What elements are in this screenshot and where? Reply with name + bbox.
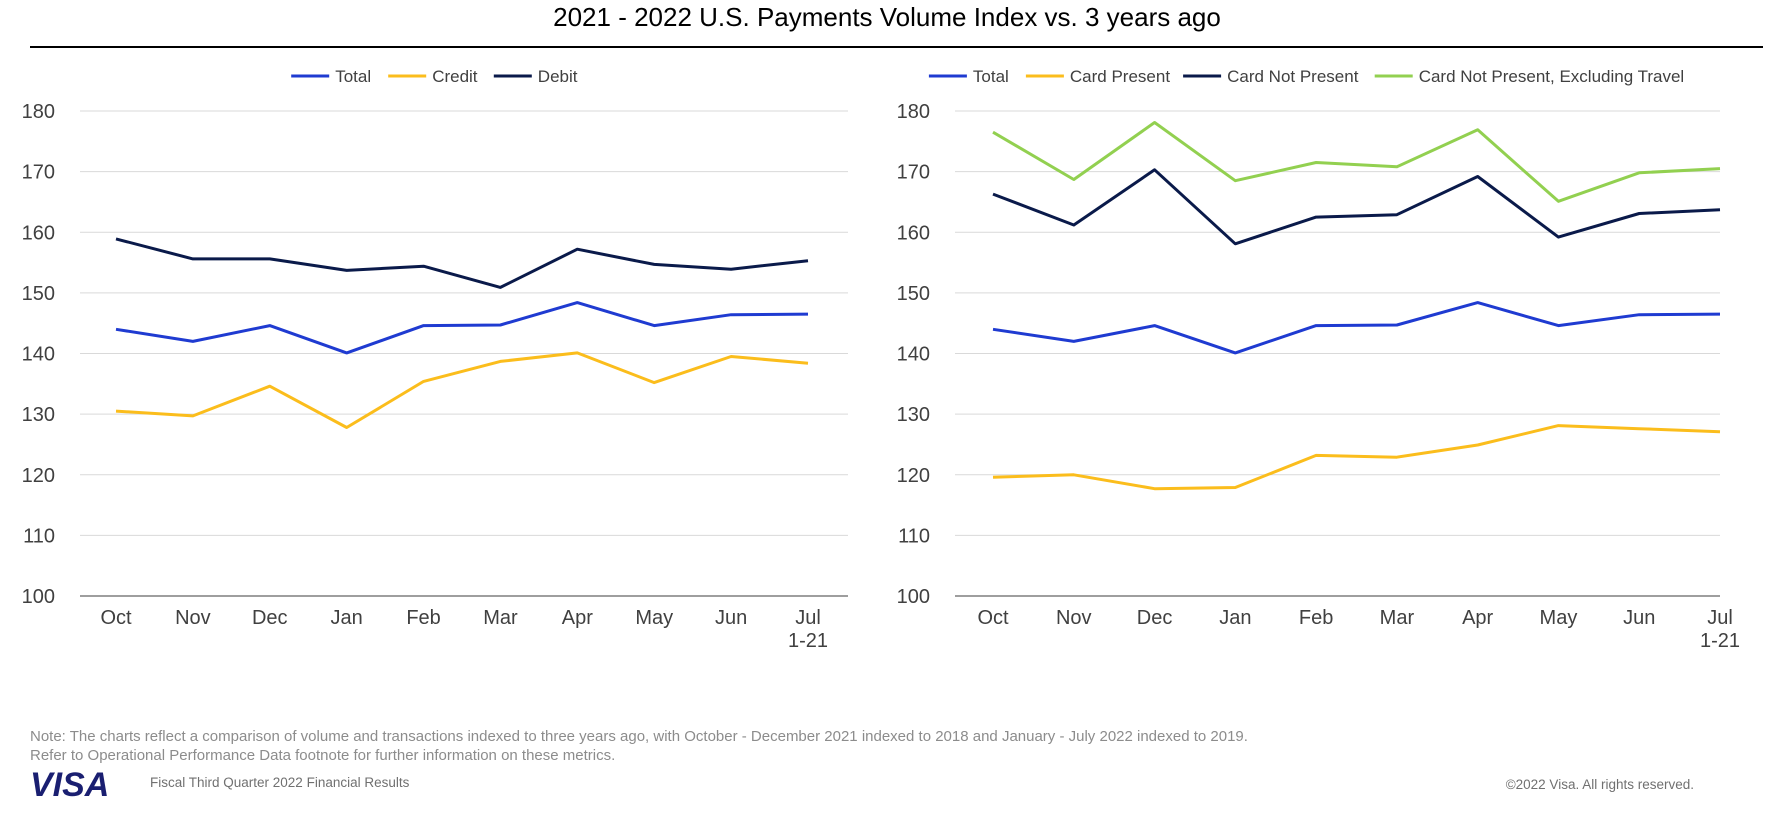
footnote-line-1: Note: The charts reflect a comparison of… (30, 728, 1248, 745)
series-line-total (992, 301, 1721, 355)
x-tick-label: Feb (406, 607, 440, 629)
y-tick-label: 140 (897, 344, 930, 366)
title-divider (30, 46, 1763, 48)
x-tick-label: Jul 1-21 (788, 607, 828, 652)
x-tick-label: Feb (1299, 607, 1333, 629)
y-tick-label: 180 (22, 101, 55, 123)
x-tick-label: Jan (1219, 607, 1251, 629)
x-tick-label: Apr (1462, 607, 1493, 629)
y-tick-label: 130 (897, 404, 930, 426)
y-tick-label: 170 (897, 162, 930, 184)
footer-report-title: Fiscal Third Quarter 2022 Financial Resu… (150, 775, 410, 790)
x-tick-label: May (1540, 607, 1578, 629)
legend-label: Debit (538, 67, 578, 86)
y-tick-label: 140 (22, 344, 55, 366)
footnote: Note: The charts reflect a comparison of… (30, 727, 1248, 765)
card-present-line-chart: 100 110 120 130 140 150 160 170 180 Oct Nov Dec Jan F… (897, 67, 1740, 652)
x-tick-label: Apr (562, 607, 593, 629)
legend-label: Card Present (1070, 67, 1170, 86)
page-title: 2021 - 2022 U.S. Payments Volume Index v… (553, 2, 1221, 32)
x-tick-label: Jun (715, 607, 747, 629)
y-tick-label: 120 (897, 465, 930, 487)
x-tick-label: Oct (100, 607, 132, 629)
series-line-credit (115, 351, 809, 429)
y-tick-label: 100 (22, 586, 55, 608)
x-tick-label: Oct (977, 607, 1009, 629)
x-tick-label: Jan (331, 607, 363, 629)
series-line-card-not-present-excluding-travel (992, 121, 1721, 203)
y-tick-label: 110 (898, 525, 930, 547)
footer-copyright: ©2022 Visa. All rights reserved. (1505, 777, 1694, 792)
y-tick-label: 150 (897, 283, 930, 305)
legend-label: Total (335, 67, 371, 86)
x-tick-label: Mar (483, 607, 518, 629)
x-tick-label: Dec (252, 607, 288, 629)
y-tick-label: 130 (22, 404, 55, 426)
y-tick-label: 120 (22, 465, 55, 487)
legend-label: Total (973, 67, 1009, 86)
y-tick-label: 170 (22, 162, 55, 184)
series-line-total (115, 301, 809, 355)
legend-label: Card Not Present (1227, 67, 1359, 86)
x-tick-label: Nov (175, 607, 211, 629)
visa-logo: VISA (30, 766, 109, 802)
legend-label: Credit (432, 67, 478, 86)
credit-debit-line-chart: 100 110 120 130 140 150 160 170 180 Oct Nov Dec Jan F… (22, 67, 848, 652)
series-line-debit (115, 237, 809, 289)
y-tick-label: 180 (897, 101, 930, 123)
y-tick-label: 160 (897, 222, 930, 244)
footnote-line-2: Refer to Operational Performance Data fo… (30, 747, 616, 764)
x-tick-label: Dec (1137, 607, 1173, 629)
y-tick-label: 110 (23, 525, 55, 547)
x-tick-label: Jun (1623, 607, 1655, 629)
y-tick-label: 160 (22, 222, 55, 244)
y-tick-label: 100 (897, 586, 930, 608)
x-tick-label: Jul 1-21 (1700, 607, 1740, 652)
y-tick-label: 150 (22, 283, 55, 305)
x-tick-label: Nov (1056, 607, 1092, 629)
series-line-card-not-present (992, 168, 1721, 246)
visa-logo-text: VISA (30, 766, 109, 802)
legend-label: Card Not Present, Excluding Travel (1419, 67, 1685, 86)
series-line-card-present (992, 424, 1721, 491)
x-tick-label: May (635, 607, 673, 629)
x-tick-label: Mar (1380, 607, 1415, 629)
